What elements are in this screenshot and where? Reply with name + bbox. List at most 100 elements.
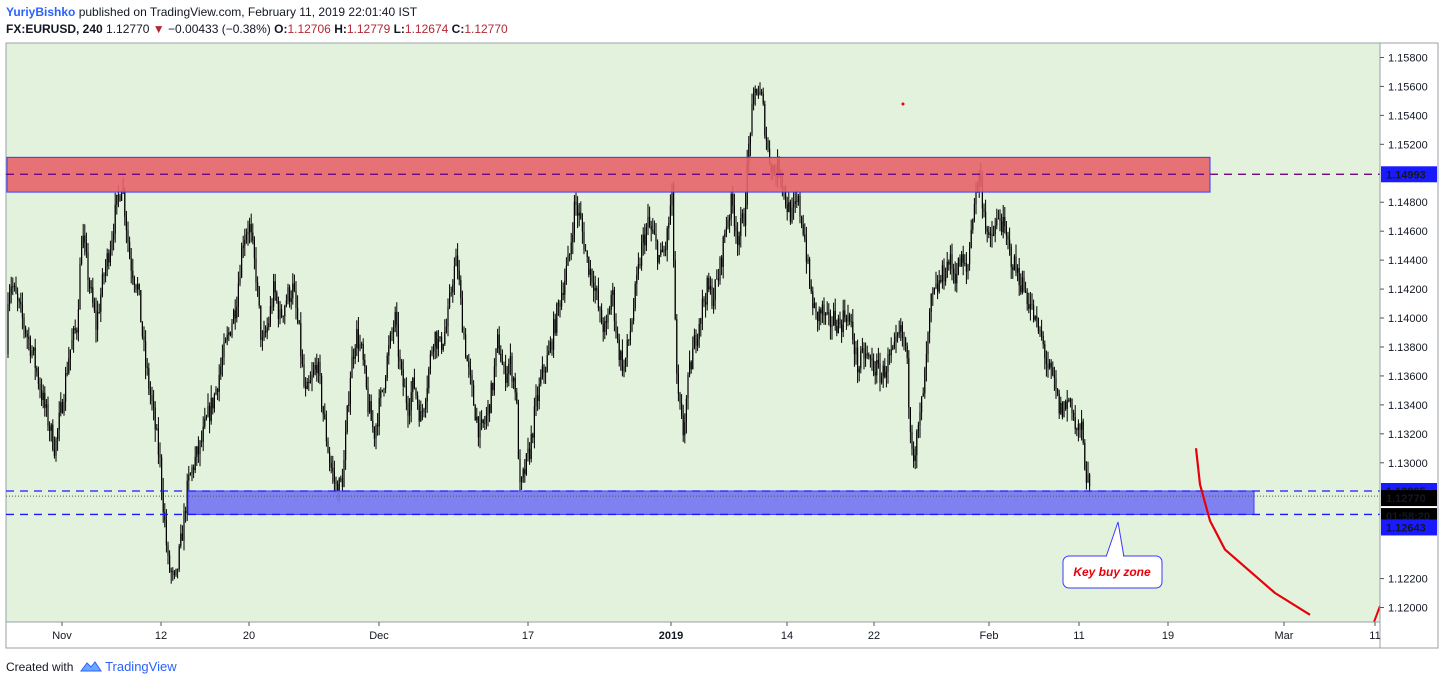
candle-body xyxy=(989,233,991,235)
candle-body xyxy=(412,377,414,393)
candle-body xyxy=(842,310,844,333)
candle-body xyxy=(324,414,326,419)
candle-body xyxy=(100,294,102,312)
candle-body xyxy=(997,218,999,220)
candle-body xyxy=(205,416,207,419)
candle-body xyxy=(700,318,702,324)
candle-body xyxy=(812,291,814,308)
candle-body xyxy=(713,299,715,306)
candle-body xyxy=(300,323,302,357)
candle-body xyxy=(33,347,35,351)
open-value: 1.12706 xyxy=(287,22,331,36)
candle-body xyxy=(821,304,823,314)
candle-body xyxy=(914,455,916,461)
open-label: O: xyxy=(274,22,288,36)
candle-body xyxy=(663,249,665,253)
candle-body xyxy=(994,225,996,234)
price-axis[interactable]: 1.15800 1.15600 1.15400 1.15200 1.14800 1.146… xyxy=(1379,42,1439,649)
candle-body xyxy=(492,383,494,391)
candle-body xyxy=(271,306,273,307)
candle-body xyxy=(735,226,737,232)
candle-body xyxy=(471,374,473,386)
candle-body xyxy=(125,216,127,231)
candle-body xyxy=(284,306,286,317)
candle-body xyxy=(852,321,854,340)
candle-body xyxy=(753,93,755,105)
candle-body xyxy=(1001,221,1003,233)
candle-body xyxy=(703,298,705,303)
x-tick-label: 19 xyxy=(1162,630,1174,642)
candle-body xyxy=(633,308,635,321)
candle-body xyxy=(322,406,324,415)
drawings-layer[interactable]: Key buy zone xyxy=(6,102,1381,623)
candle-body xyxy=(129,242,131,259)
candle-body xyxy=(1074,417,1076,429)
symbol-label[interactable]: FX:EURUSD, 240 xyxy=(6,22,103,36)
y-tick-label: 1.14000 xyxy=(1388,313,1428,325)
time-axis[interactable]: Nov 12 20 Dec 17 2019 14 22 Feb 11 19 Mar 11 xyxy=(5,621,1381,649)
candle-body xyxy=(327,441,329,453)
candle-body xyxy=(1004,217,1006,227)
y-tick-label: 1.14400 xyxy=(1388,255,1428,267)
candle-body xyxy=(660,249,662,256)
candle-body xyxy=(447,307,449,327)
candle-body xyxy=(605,321,607,323)
candle-body xyxy=(388,345,390,356)
candle-body xyxy=(1085,469,1087,483)
candle-body xyxy=(1049,362,1051,369)
candle-body xyxy=(362,343,364,360)
candle-body xyxy=(204,419,206,427)
candle-body xyxy=(801,216,803,225)
candle-body xyxy=(580,212,582,219)
candle-body xyxy=(929,312,931,333)
candle-body xyxy=(111,239,113,251)
candle-body xyxy=(380,390,382,398)
candle-body xyxy=(498,334,500,354)
candle-body xyxy=(50,424,52,431)
candle-body xyxy=(959,258,961,267)
candle-body xyxy=(1012,267,1014,271)
candle-body xyxy=(919,412,921,425)
candle-body xyxy=(845,317,847,322)
candle-body xyxy=(244,239,246,246)
candle-body xyxy=(481,419,483,423)
plot-area[interactable] xyxy=(5,42,1381,623)
candle-body xyxy=(578,212,580,216)
candle-body xyxy=(354,347,356,359)
candle-body xyxy=(1018,268,1020,286)
candle-body xyxy=(1057,389,1059,394)
candle-body xyxy=(199,441,201,455)
candle-body xyxy=(463,332,465,335)
candle-body xyxy=(495,348,497,367)
publish-info: YuriyBishko published on TradingView.com… xyxy=(6,5,417,19)
candle-body xyxy=(321,376,323,407)
candle-body xyxy=(293,283,295,291)
candle-body xyxy=(385,377,387,389)
candle-body xyxy=(279,309,281,320)
candle-body xyxy=(762,93,764,104)
support-zone[interactable] xyxy=(187,490,1255,515)
candle-body xyxy=(722,236,724,267)
candle-body xyxy=(876,360,878,376)
y-tick-label: 1.13600 xyxy=(1388,371,1428,383)
candle-body xyxy=(626,339,628,358)
candle-body xyxy=(28,336,30,340)
x-tick-label: 12 xyxy=(155,630,167,642)
candle-body xyxy=(596,288,598,291)
candle-body xyxy=(570,242,572,254)
candle-body xyxy=(1009,239,1011,247)
candle-body xyxy=(44,392,46,408)
candle-body xyxy=(423,409,425,412)
forecast-curve[interactable] xyxy=(1194,448,1311,616)
candle-body xyxy=(833,310,835,325)
tradingview-link[interactable]: TradingView xyxy=(105,659,177,674)
author-link[interactable]: YuriyBishko xyxy=(6,5,76,19)
candle-body xyxy=(52,424,54,450)
candle-body xyxy=(21,304,23,318)
candle-body xyxy=(1013,256,1015,271)
candle-body xyxy=(458,270,460,281)
candle-body xyxy=(868,354,870,357)
candle-body xyxy=(258,286,260,306)
candle-body xyxy=(269,306,271,324)
